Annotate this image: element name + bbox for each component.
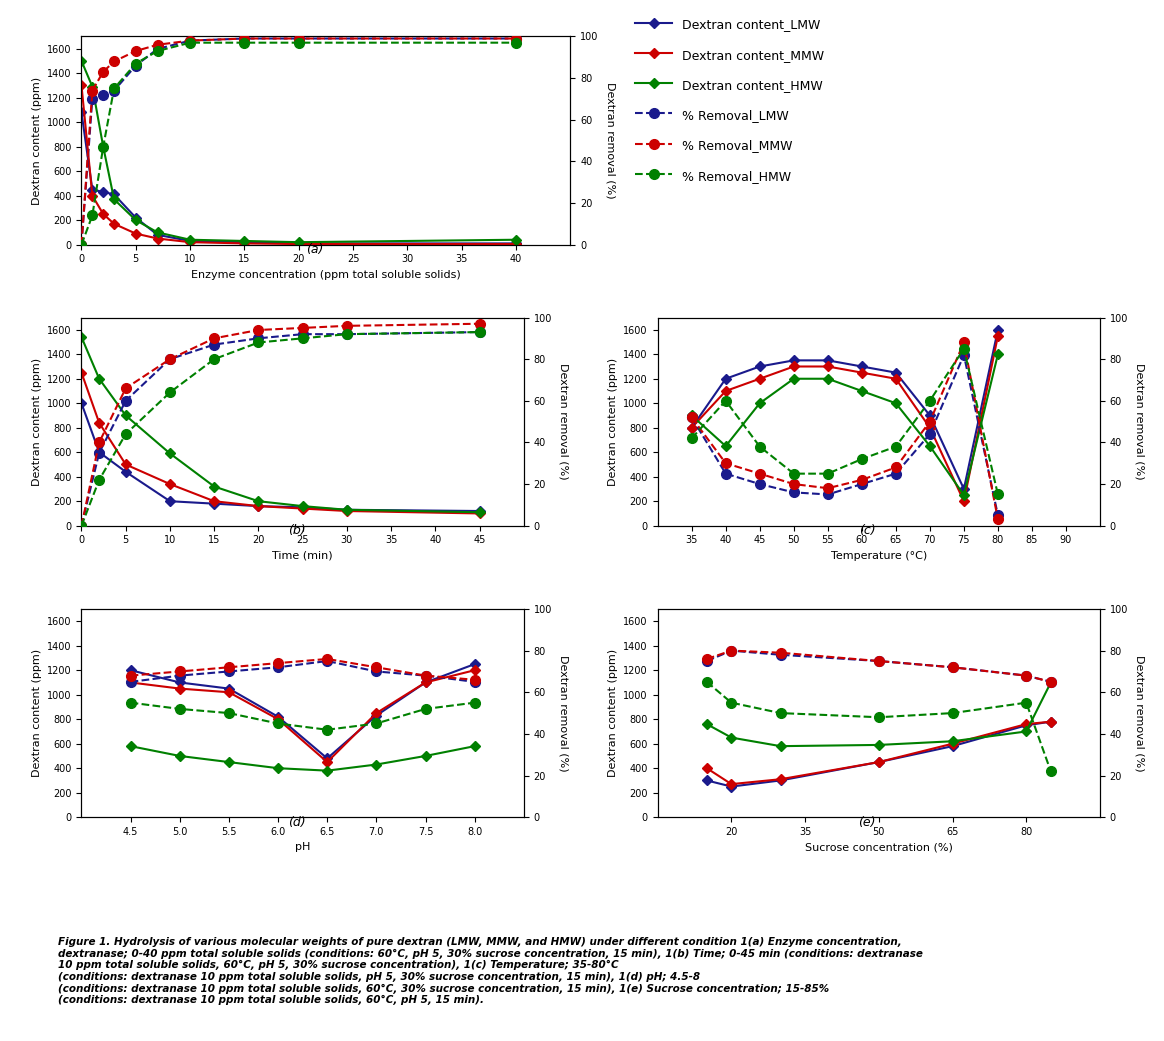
X-axis label: Enzyme concentration (ppm total soluble solids): Enzyme concentration (ppm total soluble …: [191, 270, 461, 280]
Y-axis label: Dextran content (ppm): Dextran content (ppm): [608, 357, 618, 486]
Y-axis label: Dextran content (ppm): Dextran content (ppm): [31, 357, 42, 486]
Y-axis label: Dextran content (ppm): Dextran content (ppm): [31, 76, 42, 205]
Text: (a): (a): [306, 243, 322, 256]
Y-axis label: Dextran content (ppm): Dextran content (ppm): [31, 649, 42, 778]
Y-axis label: Dextran removal (%): Dextran removal (%): [1135, 655, 1144, 771]
Text: (e): (e): [858, 815, 876, 829]
Y-axis label: Dextran removal (%): Dextran removal (%): [1135, 363, 1144, 480]
X-axis label: Temperature (°C): Temperature (°C): [831, 551, 927, 561]
Text: Figure 1. Hydrolysis of various molecular weights of pure dextran (LMW, MMW, and: Figure 1. Hydrolysis of various molecula…: [58, 937, 923, 1006]
Y-axis label: Dextran content (ppm): Dextran content (ppm): [608, 649, 618, 778]
X-axis label: Time (min): Time (min): [272, 551, 333, 561]
Y-axis label: Dextran removal (%): Dextran removal (%): [559, 363, 568, 480]
X-axis label: Sucrose concentration (%): Sucrose concentration (%): [804, 842, 953, 853]
Text: (b): (b): [288, 524, 306, 537]
Y-axis label: Dextran removal (%): Dextran removal (%): [559, 655, 568, 771]
Text: (d): (d): [288, 815, 306, 829]
Y-axis label: Dextran removal (%): Dextran removal (%): [605, 82, 615, 199]
X-axis label: pH: pH: [294, 842, 311, 853]
Legend: Dextran content_LMW, Dextran content_MMW, Dextran content_HMW, % Removal_LMW, % : Dextran content_LMW, Dextran content_MMW…: [634, 17, 824, 183]
Text: (c): (c): [859, 524, 875, 537]
